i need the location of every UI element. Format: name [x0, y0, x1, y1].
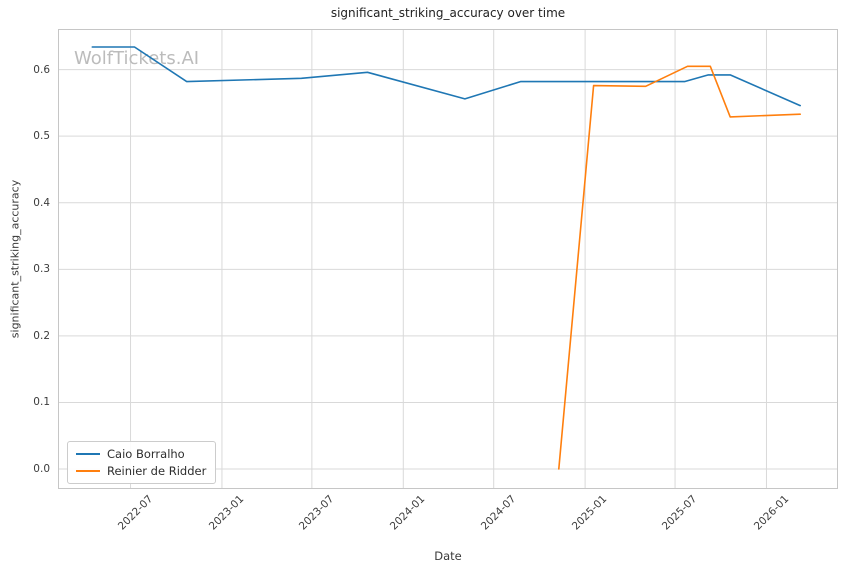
- y-tick-label: 0.6: [33, 63, 50, 76]
- y-tick-label: 0.1: [33, 396, 50, 409]
- y-tick-label: 0.4: [33, 196, 50, 209]
- plot-border: [58, 29, 838, 489]
- chart-title: significant_striking_accuracy over time: [330, 6, 566, 20]
- y-tick-label: 0.3: [33, 263, 50, 276]
- series-lines: [91, 46, 802, 470]
- legend-line-sample-blue: [76, 453, 100, 456]
- x-axis-label: Date: [434, 549, 462, 563]
- y-axis-label: significant_striking_accuracy: [8, 179, 22, 339]
- legend-item: Reinier de Ridder: [76, 463, 207, 479]
- gridlines: [58, 29, 838, 489]
- watermark: WolfTickets.AI: [74, 48, 199, 69]
- legend-label: Reinier de Ridder: [107, 463, 207, 478]
- legend-label: Caio Borralho: [107, 447, 185, 462]
- legend-item: Caio Borralho: [76, 446, 207, 462]
- y-tick-label: 0.0: [33, 463, 50, 476]
- legend-line-sample-orange: [76, 469, 100, 472]
- legend: Caio Borralho Reinier de Ridder: [67, 441, 216, 484]
- y-tick-label: 0.5: [33, 130, 50, 143]
- y-tick-label: 0.2: [33, 329, 50, 342]
